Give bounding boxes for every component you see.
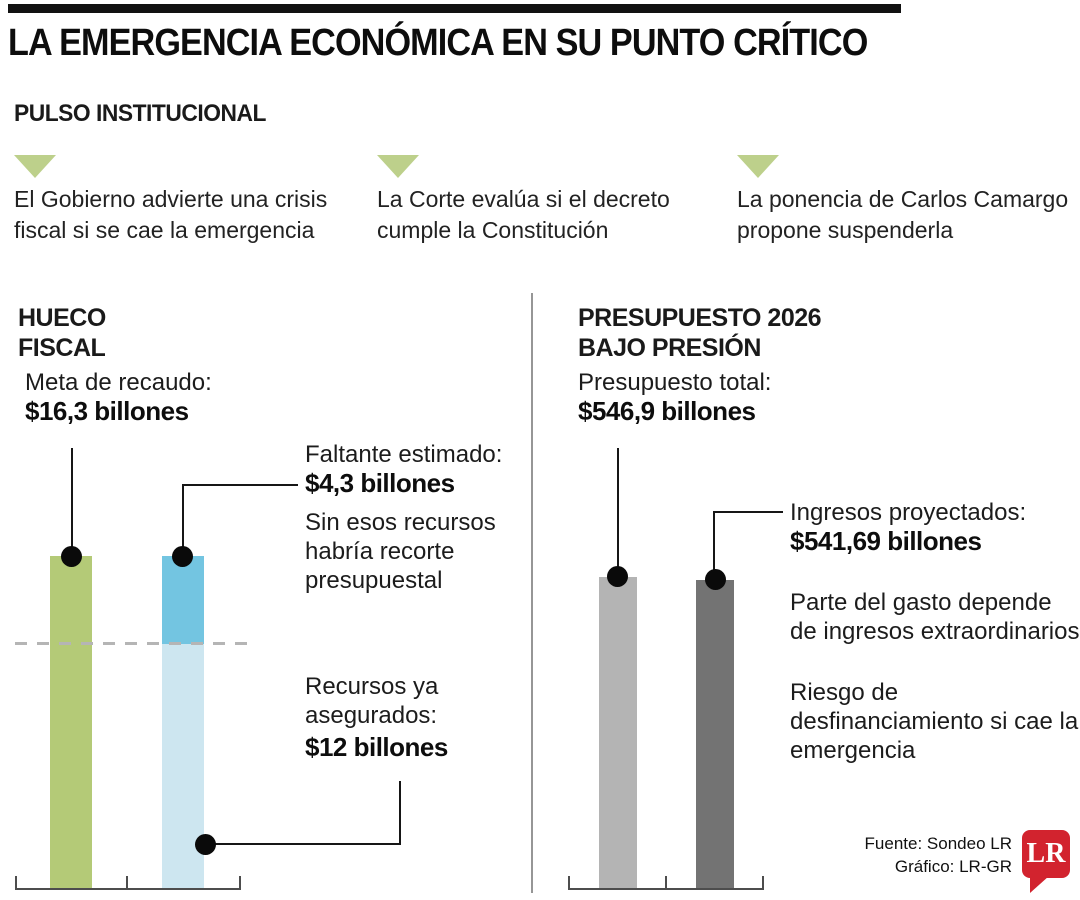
faltante-value: $4,3 billones bbox=[305, 468, 455, 498]
note-gasto: Parte del gasto depende de ingresos extr… bbox=[790, 589, 1080, 645]
left-axis-tick bbox=[126, 876, 128, 888]
right-axis-tick bbox=[568, 876, 570, 888]
left-axis-baseline bbox=[15, 888, 241, 890]
data-point-dot-ingresos bbox=[705, 569, 726, 590]
recursos-label: Recursos ya asegurados: bbox=[305, 673, 439, 729]
pulso-item-gobierno: El Gobierno advierte una crisis fiscal s… bbox=[14, 186, 328, 243]
bar-meta-recaudo bbox=[50, 556, 92, 888]
leader-line-ingresos-vertical bbox=[713, 511, 715, 581]
leader-line-faltante-vertical bbox=[182, 484, 184, 558]
presupuesto-title: PRESUPUESTO 2026 BAJO PRESIÓN bbox=[578, 304, 822, 362]
right-axis-tick bbox=[665, 876, 667, 888]
pulso-item-ponencia: La ponencia de Carlos Camargo propone su… bbox=[737, 186, 1069, 243]
meta-recaudo-label: Meta de recaudo: bbox=[25, 369, 212, 396]
bar-segment-faltante bbox=[162, 556, 204, 644]
ingresos-label: Ingresos proyectados: bbox=[790, 499, 1027, 526]
down-triangle-icon bbox=[377, 155, 419, 178]
leader-line-faltante-horizontal bbox=[182, 484, 298, 486]
presupuesto-total-label: Presupuesto total: bbox=[578, 369, 772, 396]
lr-logo: LR bbox=[1022, 830, 1070, 878]
top-accent-bar bbox=[8, 4, 901, 13]
leader-line-ingresos-horizontal bbox=[713, 511, 783, 513]
lr-logo-tail-icon bbox=[1030, 876, 1049, 893]
presupuesto-total-value: $546,9 billones bbox=[578, 396, 756, 426]
credit-text: Gráfico: LR-GR bbox=[894, 857, 1012, 876]
leader-line-recursos-vertical bbox=[399, 781, 401, 845]
note-riesgo: Riesgo de desfinanciamiento si cae la em… bbox=[790, 679, 1079, 764]
data-point-dot-total bbox=[607, 566, 628, 587]
data-point-dot-meta bbox=[61, 546, 82, 567]
leader-line-recursos-horizontal bbox=[205, 843, 401, 845]
right-axis-baseline bbox=[568, 888, 764, 890]
leader-line-meta bbox=[71, 448, 73, 557]
right-axis-tick bbox=[762, 876, 764, 888]
faltante-label: Faltante estimado: bbox=[305, 441, 503, 468]
dashed-reference-line bbox=[15, 642, 247, 645]
meta-recaudo-value: $16,3 billones bbox=[25, 396, 189, 426]
left-axis-tick bbox=[239, 876, 241, 888]
down-triangle-icon bbox=[737, 155, 779, 178]
section-divider bbox=[531, 293, 533, 893]
data-point-dot-faltante bbox=[172, 546, 193, 567]
lr-logo-text: LR bbox=[1026, 838, 1066, 869]
pulso-item-corte: La Corte evalúa si el decreto cumple la … bbox=[377, 186, 670, 243]
source-text: Fuente: Sondeo LR bbox=[864, 834, 1012, 853]
bar-presupuesto-total bbox=[599, 577, 637, 888]
down-triangle-icon bbox=[14, 155, 56, 178]
left-axis-tick bbox=[15, 876, 17, 888]
recursos-value: $12 billones bbox=[305, 732, 448, 762]
page-title: LA EMERGENCIA ECONÓMICA EN SU PUNTO CRÍT… bbox=[8, 22, 868, 64]
bar-ingresos-proyectados bbox=[696, 579, 734, 888]
hueco-fiscal-title: HUECO FISCAL bbox=[18, 304, 106, 362]
pulso-heading: PULSO INSTITUCIONAL bbox=[14, 100, 266, 127]
data-point-dot-recursos bbox=[195, 834, 216, 855]
faltante-note: Sin esos recursos habría recorte presupu… bbox=[305, 509, 496, 594]
ingresos-value: $541,69 billones bbox=[790, 526, 982, 556]
leader-line-total bbox=[617, 448, 619, 577]
